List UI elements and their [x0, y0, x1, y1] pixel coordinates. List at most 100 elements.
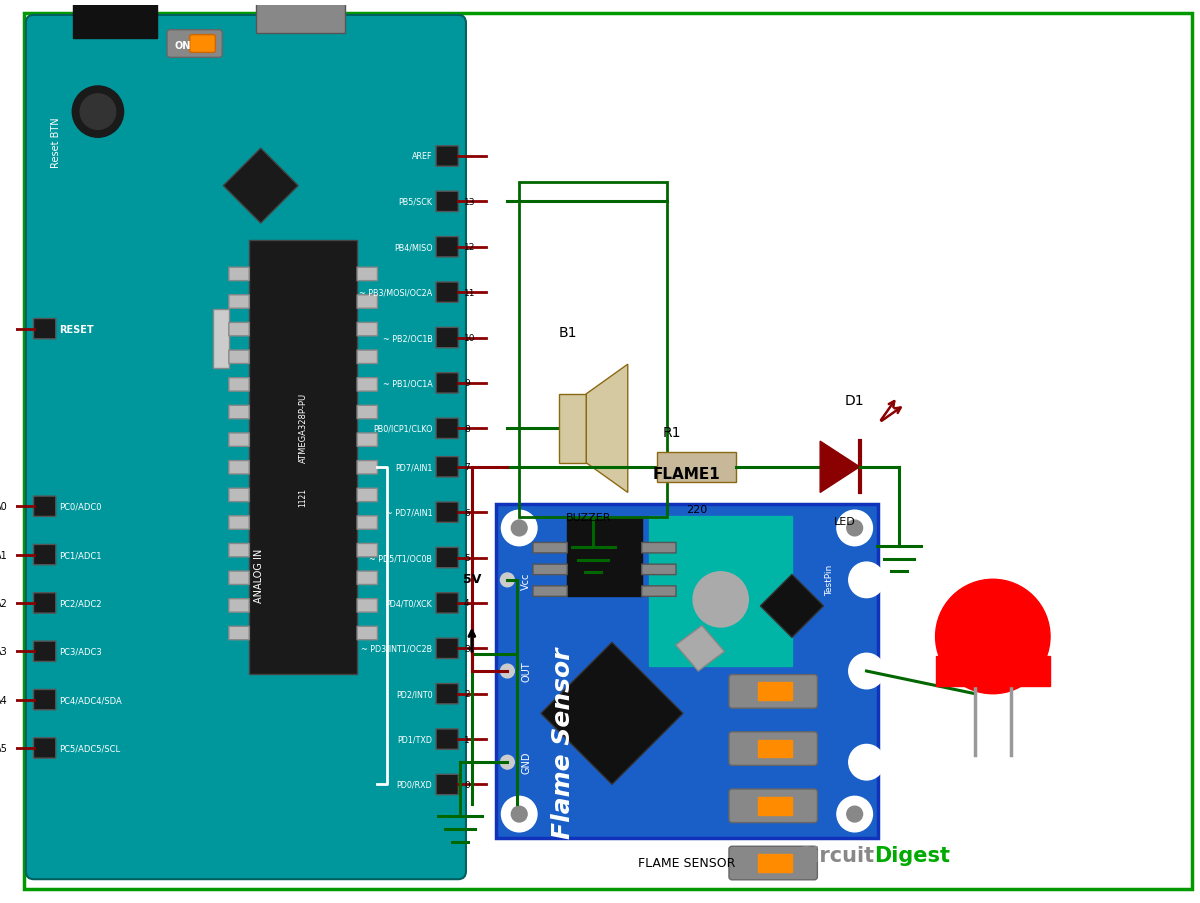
Text: ~ PD7/AIN1: ~ PD7/AIN1: [385, 508, 432, 517]
Text: AREF: AREF: [412, 153, 432, 162]
Text: A1: A1: [0, 550, 8, 560]
Text: PB4/MISO: PB4/MISO: [394, 243, 432, 252]
FancyBboxPatch shape: [436, 548, 458, 568]
FancyBboxPatch shape: [642, 564, 676, 575]
Text: ATMEGA328P-PU: ATMEGA328P-PU: [299, 393, 307, 463]
FancyBboxPatch shape: [533, 586, 568, 597]
Text: ~ PB1/OC1A: ~ PB1/OC1A: [383, 379, 432, 388]
FancyBboxPatch shape: [936, 656, 1050, 686]
FancyBboxPatch shape: [229, 544, 250, 557]
Text: FLAME1: FLAME1: [653, 466, 721, 481]
Text: A3: A3: [0, 647, 8, 656]
FancyBboxPatch shape: [229, 627, 250, 640]
Circle shape: [500, 665, 515, 678]
Text: B1: B1: [559, 325, 577, 340]
FancyBboxPatch shape: [566, 518, 642, 597]
FancyBboxPatch shape: [358, 323, 378, 337]
FancyBboxPatch shape: [229, 433, 250, 447]
FancyBboxPatch shape: [436, 729, 458, 749]
FancyBboxPatch shape: [34, 738, 55, 759]
FancyBboxPatch shape: [436, 419, 458, 439]
Polygon shape: [223, 149, 299, 224]
FancyBboxPatch shape: [436, 593, 458, 613]
Text: 13: 13: [464, 198, 475, 207]
FancyBboxPatch shape: [229, 517, 250, 530]
Text: 7: 7: [464, 462, 469, 471]
FancyBboxPatch shape: [26, 16, 466, 880]
Polygon shape: [541, 643, 683, 785]
FancyBboxPatch shape: [436, 373, 458, 394]
FancyBboxPatch shape: [229, 323, 250, 337]
Text: 12: 12: [464, 243, 475, 252]
FancyBboxPatch shape: [649, 517, 792, 666]
FancyBboxPatch shape: [436, 283, 458, 303]
FancyBboxPatch shape: [436, 502, 458, 523]
Text: PC3/ADC3: PC3/ADC3: [60, 647, 102, 656]
FancyBboxPatch shape: [728, 732, 817, 766]
Text: A0: A0: [0, 502, 8, 512]
Text: ANALOG IN: ANALOG IN: [253, 549, 264, 603]
FancyBboxPatch shape: [34, 641, 55, 662]
FancyBboxPatch shape: [758, 797, 792, 815]
Circle shape: [72, 87, 124, 138]
Text: 0: 0: [464, 780, 469, 789]
FancyBboxPatch shape: [728, 846, 817, 880]
FancyBboxPatch shape: [229, 461, 250, 474]
FancyBboxPatch shape: [34, 497, 55, 517]
FancyBboxPatch shape: [358, 350, 378, 364]
Text: OUT: OUT: [521, 661, 532, 682]
FancyBboxPatch shape: [229, 268, 250, 282]
Text: ON: ON: [175, 41, 191, 51]
Text: D1: D1: [845, 394, 864, 407]
FancyBboxPatch shape: [436, 237, 458, 257]
FancyBboxPatch shape: [728, 675, 817, 708]
Circle shape: [500, 756, 515, 769]
Circle shape: [80, 95, 115, 130]
Circle shape: [936, 580, 1050, 694]
Text: FLAME SENSOR: FLAME SENSOR: [638, 855, 736, 869]
FancyBboxPatch shape: [436, 146, 458, 167]
FancyBboxPatch shape: [358, 599, 378, 612]
FancyBboxPatch shape: [190, 35, 215, 53]
FancyBboxPatch shape: [34, 593, 55, 613]
FancyBboxPatch shape: [214, 310, 229, 368]
Circle shape: [511, 520, 527, 536]
Text: 6: 6: [464, 508, 469, 517]
Circle shape: [847, 520, 863, 536]
FancyBboxPatch shape: [24, 14, 1192, 889]
FancyBboxPatch shape: [248, 240, 358, 675]
Text: ~ PD3/INT1/OC2B: ~ PD3/INT1/OC2B: [361, 644, 432, 653]
Circle shape: [502, 796, 536, 832]
FancyBboxPatch shape: [229, 295, 250, 309]
FancyBboxPatch shape: [728, 789, 817, 823]
Text: 1: 1: [464, 735, 469, 744]
FancyBboxPatch shape: [167, 31, 222, 59]
Text: PD7/AIN1: PD7/AIN1: [395, 462, 432, 471]
FancyBboxPatch shape: [436, 684, 458, 704]
Text: 11: 11: [464, 288, 475, 297]
FancyBboxPatch shape: [559, 395, 587, 463]
Text: PD4/T0/XCK: PD4/T0/XCK: [385, 599, 432, 608]
FancyBboxPatch shape: [436, 192, 458, 212]
FancyBboxPatch shape: [229, 599, 250, 612]
Polygon shape: [820, 442, 859, 493]
FancyBboxPatch shape: [533, 564, 568, 575]
FancyBboxPatch shape: [758, 683, 792, 701]
Text: PC5/ADC5/SCL: PC5/ADC5/SCL: [60, 744, 120, 752]
FancyBboxPatch shape: [229, 378, 250, 392]
FancyBboxPatch shape: [34, 319, 55, 340]
FancyBboxPatch shape: [436, 638, 458, 659]
Text: 8: 8: [464, 424, 469, 433]
Text: PC2/ADC2: PC2/ADC2: [60, 599, 102, 608]
FancyBboxPatch shape: [758, 740, 792, 758]
Text: PD1/TXD: PD1/TXD: [397, 735, 432, 744]
Circle shape: [500, 573, 515, 587]
FancyBboxPatch shape: [758, 854, 792, 872]
FancyBboxPatch shape: [229, 489, 250, 502]
FancyBboxPatch shape: [256, 0, 344, 33]
FancyBboxPatch shape: [496, 505, 878, 838]
Circle shape: [847, 806, 863, 822]
FancyBboxPatch shape: [229, 572, 250, 585]
Circle shape: [836, 796, 872, 832]
Text: PB5/SCK: PB5/SCK: [398, 198, 432, 207]
